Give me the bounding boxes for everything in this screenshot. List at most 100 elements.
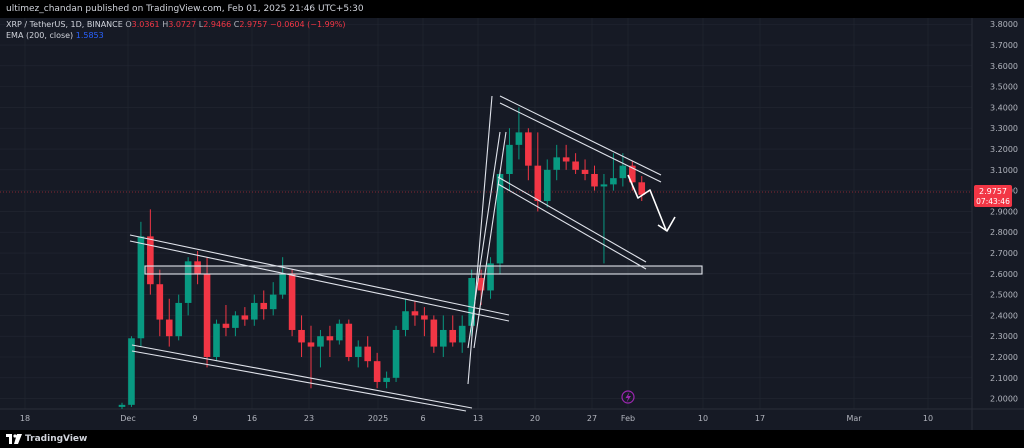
candle-body — [629, 165, 636, 183]
price-tick-label: 2.2000 — [990, 353, 1018, 362]
time-tick-label: 17 — [755, 414, 765, 423]
candle-body — [288, 273, 296, 330]
tradingview-brand: TradingView — [25, 434, 88, 444]
ohlc-open-key: O — [125, 20, 132, 29]
candle-body — [184, 261, 192, 303]
channel-1-lower-band[interactable] — [131, 344, 473, 412]
candle — [600, 173, 608, 264]
price-tick-label: 3.1000 — [990, 166, 1018, 175]
candle — [373, 352, 381, 389]
trendline-drawings[interactable] — [129, 95, 703, 412]
candle — [326, 325, 334, 358]
time-tick-label: 2025 — [368, 414, 388, 423]
footer-bar: TradingView — [0, 430, 1024, 448]
channel-2-upper-band[interactable] — [499, 95, 662, 183]
price-tick-label: 2.9000 — [990, 207, 1018, 216]
time-tick-label: 10 — [923, 414, 933, 423]
candle-body — [421, 315, 428, 320]
candle — [288, 269, 296, 337]
candle-body — [562, 157, 570, 162]
price-axis[interactable]: 3.8000 3.7000 3.6000 3.5000 3.4000 3.3000 3.20… — [990, 20, 1018, 403]
candle — [430, 315, 438, 353]
candle — [137, 221, 145, 347]
candle — [440, 315, 447, 358]
time-axis[interactable]: 18 Dec 9 16 23 2025 6 13 20 27 Feb 10 17 Mar 10 — [20, 414, 933, 423]
candle — [383, 371, 390, 389]
candle-body — [364, 346, 371, 362]
price-tick-label: 2.5000 — [990, 291, 1018, 300]
price-tick-label: 2.8000 — [990, 228, 1018, 237]
candle — [232, 311, 239, 337]
candles — [118, 107, 646, 409]
price-tick-label: 2.3000 — [990, 332, 1018, 341]
candle — [364, 336, 371, 368]
candle-body — [317, 336, 324, 347]
candle-body — [515, 132, 523, 145]
ohlc-low: L2.9466 — [199, 20, 231, 29]
candle-body — [525, 132, 532, 166]
symbol-legend[interactable]: XRP / TetherUS, 1D, BINANCE O3.0361 H3.0… — [6, 20, 346, 29]
candle-body — [156, 284, 164, 320]
time-tick-label: 6 — [420, 414, 425, 423]
price-tick-label: 3.2000 — [990, 145, 1018, 154]
time-tick-label: 13 — [473, 414, 483, 423]
time-tick-label: 10 — [698, 414, 708, 423]
candle-body — [307, 342, 315, 347]
candle-body — [175, 302, 182, 337]
candle — [487, 257, 494, 299]
candle-body — [383, 377, 390, 382]
grid-lines — [0, 18, 972, 409]
candle-body — [213, 323, 220, 358]
candle — [165, 298, 173, 347]
channel-2-lower-band[interactable] — [497, 176, 647, 270]
ohlc-low-key: L — [198, 20, 204, 29]
flash-icon[interactable] — [621, 390, 635, 404]
candle — [241, 307, 249, 326]
candle — [184, 257, 192, 316]
ohlc-open-value: 3.0361 — [131, 20, 160, 29]
projection-arrow[interactable] — [627, 174, 676, 232]
candle — [147, 209, 154, 295]
candle-body — [128, 338, 135, 405]
candle-body — [336, 323, 343, 341]
time-tick-label: 18 — [20, 414, 30, 423]
candle-body — [553, 157, 560, 170]
candle — [534, 132, 542, 212]
candlestick-chart[interactable]: 3.8000 3.7000 3.6000 3.5000 3.4000 3.3000 3.20… — [0, 18, 1024, 430]
candle — [525, 128, 532, 181]
candle — [506, 128, 513, 191]
horizontal-zone[interactable] — [144, 265, 703, 275]
candle-body — [241, 315, 249, 320]
candle — [279, 257, 286, 299]
indicator-legend[interactable]: EMA (200, close) 1.5853 — [6, 31, 104, 40]
price-tick-label: 3.7000 — [990, 41, 1018, 50]
candle-body — [251, 302, 258, 320]
candle-body — [260, 302, 268, 310]
candle — [591, 165, 598, 191]
candle-body — [534, 165, 542, 202]
candle-body — [194, 261, 201, 274]
candle-body — [458, 325, 466, 343]
candle — [581, 159, 589, 181]
candle — [213, 319, 220, 362]
candle — [260, 290, 268, 320]
ema-value: 1.5853 — [75, 31, 104, 40]
candle-body — [449, 329, 457, 343]
candle-body — [269, 294, 277, 310]
chart-pane[interactable]: 3.8000 3.7000 3.6000 3.5000 3.4000 3.3000 3.20… — [0, 18, 1024, 430]
symbol-name[interactable]: XRP / TetherUS, 1D, BINANCE — [6, 20, 123, 29]
ema-label[interactable]: EMA (200, close) — [6, 31, 74, 40]
breakout-wedge-lines[interactable] — [467, 95, 507, 385]
candle — [496, 169, 504, 274]
candle — [336, 319, 343, 345]
candle-body — [638, 182, 646, 195]
candle-body — [430, 319, 438, 347]
candle — [251, 294, 258, 326]
price-tag-countdown: 07:43:46 — [976, 197, 1010, 206]
ohlc-high-value: 3.0727 — [168, 20, 197, 29]
candle-body — [591, 173, 598, 187]
candle — [402, 298, 409, 337]
candle-body — [468, 277, 475, 326]
channel-1-upper-band[interactable] — [129, 234, 510, 322]
price-tick-label: 2.0000 — [990, 395, 1018, 404]
